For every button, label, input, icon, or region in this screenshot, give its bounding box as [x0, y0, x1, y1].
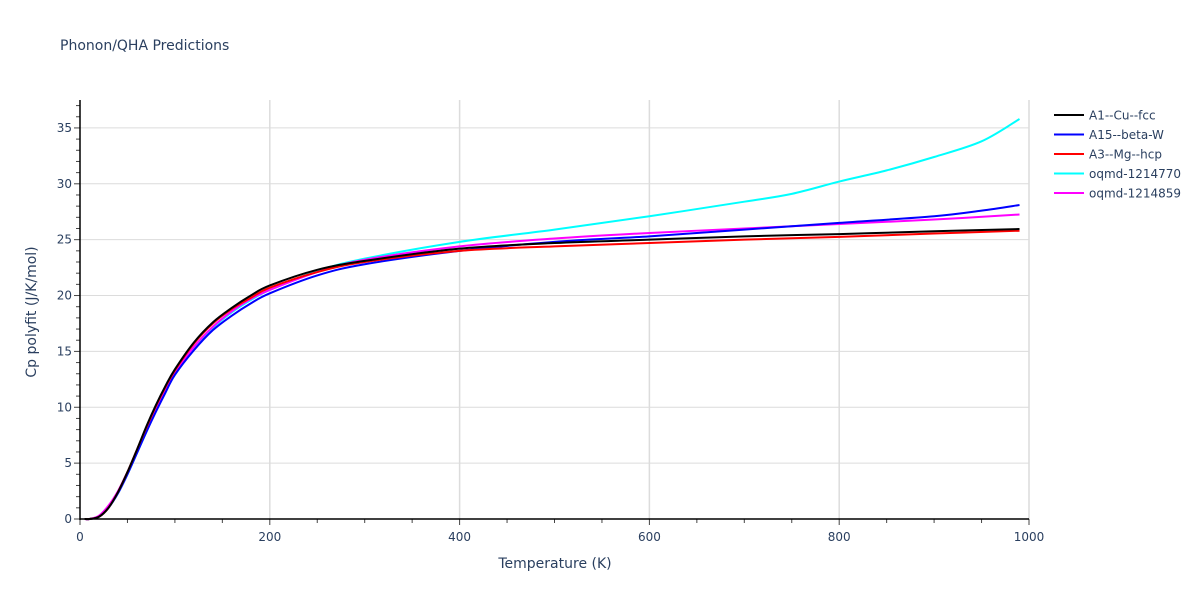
y-tick-label: 10	[57, 400, 72, 414]
legend-label: A3--Mg--hcp	[1089, 148, 1162, 162]
axes: 0 5 10 15 20 25 30 35 0 200 400 600 800 1000	[57, 100, 1045, 544]
legend-label: oqmd-1214859	[1089, 187, 1181, 201]
series-line-oqmd-1214859	[84, 213, 1020, 521]
x-tick-label: 200	[258, 530, 281, 544]
legend-label: oqmd-1214770	[1089, 167, 1181, 181]
y-tick-label: 35	[57, 121, 72, 135]
x-axis-title: Temperature (K)	[497, 556, 611, 572]
grid	[80, 100, 1030, 519]
x-tick-label: 1000	[1014, 530, 1045, 544]
legend-item[interactable]: A1--Cu--fcc	[1054, 109, 1156, 123]
y-tick-label: 15	[57, 344, 72, 358]
y-tick-label: 30	[57, 177, 72, 191]
y-tick-label: 20	[57, 289, 72, 303]
series-line-A3--Mg--hcp	[84, 229, 1020, 521]
chart-title: Phonon/QHA Predictions	[60, 38, 229, 54]
legend-label: A1--Cu--fcc	[1089, 109, 1156, 123]
series-line-A15--beta-W	[84, 204, 1020, 521]
y-axis-title: Cp polyfit (J/K/mol)	[24, 246, 40, 377]
x-tick-label: 400	[448, 530, 471, 544]
x-tick-label: 0	[76, 530, 84, 544]
legend-item[interactable]: oqmd-1214770	[1054, 167, 1181, 181]
series-lines	[84, 118, 1021, 521]
y-tick-label: 25	[57, 233, 72, 247]
legend[interactable]: A1--Cu--fcc A15--beta-W A3--Mg--hcp oqmd-12…	[1054, 109, 1181, 201]
legend-item[interactable]: oqmd-1214859	[1054, 187, 1181, 201]
y-tick-label: 5	[64, 456, 72, 470]
x-tick-label: 600	[638, 530, 661, 544]
x-tick-label: 800	[828, 530, 851, 544]
legend-label: A15--beta-W	[1089, 128, 1164, 142]
series-line-A1--Cu--fcc	[84, 228, 1020, 521]
legend-item[interactable]: A15--beta-W	[1054, 128, 1164, 142]
series-line-oqmd-1214770	[84, 118, 1021, 521]
legend-item[interactable]: A3--Mg--hcp	[1054, 148, 1162, 162]
y-tick-label: 0	[64, 512, 72, 526]
